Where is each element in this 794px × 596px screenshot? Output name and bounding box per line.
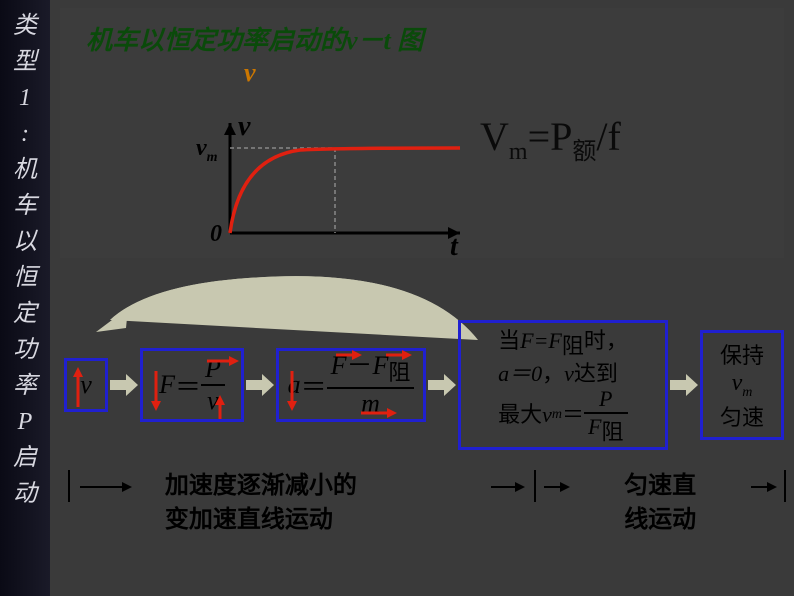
b5-vm: vm [732, 370, 753, 401]
v-hint: v [244, 58, 256, 88]
sidebar-char: 以 [13, 224, 37, 260]
right-arrow-icon [334, 349, 364, 361]
flow-arrow-icon [110, 372, 138, 398]
sidebar-char: 恒 [13, 260, 37, 296]
down-arrow-icon [149, 367, 163, 413]
b2-eq: ＝ [175, 367, 201, 404]
vm-label: vm [196, 135, 218, 166]
phase-arrow-icon [749, 470, 778, 504]
title-text: 机车以恒定功率启动的 [86, 26, 346, 55]
up-arrow-icon [71, 365, 85, 411]
right-arrow-icon [359, 407, 399, 419]
sidebar-char: 动 [13, 476, 37, 512]
upper-panel: 机车以恒定功率启动的v－t 图 v v vm 0 t [60, 8, 784, 258]
b5-l1: 保持 [720, 338, 764, 370]
slide-title: 机车以恒定功率启动的v－t 图 [60, 8, 784, 57]
sidebar-title: 类 型 1 : 机 车 以 恒 定 功 率 P 启 动 [0, 0, 50, 596]
b4-content: 当F=F阻时， a＝0，v达到 最大 vm ＝ P F阻 [492, 323, 634, 447]
sidebar-char: 车 [13, 188, 37, 224]
right-arrow-icon [205, 355, 241, 367]
main-panel: 机车以恒定功率启动的v－t 图 v v vm 0 t [50, 0, 794, 596]
down-arrow-icon [285, 367, 299, 413]
box-condition: 当F=F阻时， a＝0，v达到 最大 vm ＝ P F阻 [458, 320, 668, 450]
box-a: a＝ F－F阻 m [276, 348, 426, 422]
sidebar-char: 定 [13, 296, 37, 332]
sidebar-char: 率 [13, 368, 37, 404]
tick-mark [784, 470, 786, 502]
title-vt: v－t [346, 26, 391, 55]
tick-mark [534, 470, 536, 502]
phase-arrow-icon [542, 470, 571, 504]
phase2-label: 匀速直 线运动 [572, 470, 749, 537]
sidebar-char: 机 [13, 152, 37, 188]
sidebar-char: 1 [19, 80, 31, 116]
tick-mark [68, 470, 70, 502]
axis-y-label: v [238, 111, 250, 143]
sidebar-char: 类 [13, 8, 37, 44]
phase-arrow-icon [76, 470, 135, 504]
sidebar-char: P [18, 404, 33, 440]
flow-row: v F＝ P v a＝ F－F阻 m [62, 320, 792, 450]
phase1-label: 加速度逐渐减小的 变加速直线运动 [135, 470, 489, 537]
flow-arrow-icon [428, 372, 456, 398]
b5-l3: 匀速 [720, 400, 764, 432]
axis-x-label: t [450, 231, 458, 263]
sidebar-char: 启 [13, 440, 37, 476]
phase-row: 加速度逐渐减小的 变加速直线运动 匀速直 线运动 [62, 470, 792, 570]
b3-eq: ＝ [301, 367, 327, 404]
sidebar-char: : [21, 116, 29, 152]
flow-arrow-icon [246, 372, 274, 398]
sidebar-char: 型 [13, 44, 37, 80]
sidebar-char: 功 [13, 332, 37, 368]
box-F: F＝ P v [140, 348, 244, 422]
formula-vm: Vm=P额/f [480, 113, 621, 166]
title-suffix: 图 [397, 26, 423, 55]
box-uniform: 保持 vm 匀速 [700, 330, 784, 440]
phase-arrow-icon [489, 470, 528, 504]
origin-label: 0 [210, 221, 222, 248]
box-v: v [64, 358, 108, 412]
up-arrow-icon [213, 393, 227, 423]
vt-graph: v vm 0 t [190, 103, 470, 253]
flow-arrow-icon [670, 372, 698, 398]
right-arrow-icon [384, 349, 414, 361]
